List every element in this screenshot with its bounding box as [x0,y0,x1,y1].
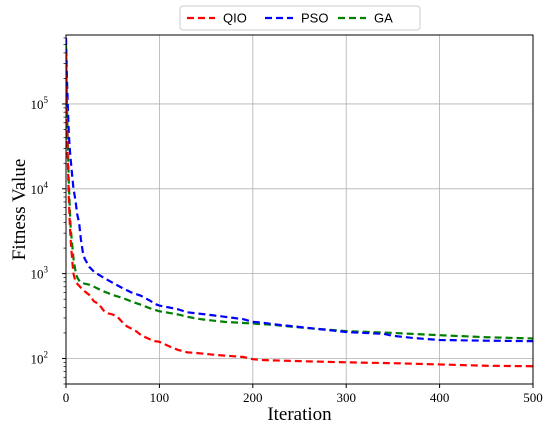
legend-label-pso: PSO [301,11,328,26]
x-tick-label: 100 [150,390,170,405]
legend: QIO PSO GA [179,5,421,31]
plot-frame [65,34,534,385]
legend-box [179,5,421,31]
y-tick-label: 103 [31,265,49,282]
y-tick-label: 104 [31,180,49,197]
y-axis-label: Fitness Value [9,159,30,261]
x-tick-label: 200 [243,390,263,405]
x-axis-ticks: 0 100 200 300 400 500 [63,384,543,405]
y-tick-label: 102 [31,349,49,366]
y-tick-label: 105 [31,95,49,112]
series-line-qio [66,52,533,368]
x-tick-label: 0 [63,390,70,405]
legend-items: QIO PSO GA [187,11,393,26]
x-tick-label: 400 [430,390,450,405]
series-line-pso [66,37,533,343]
series-lines [66,37,533,368]
y-axis-ticks: 102 103 104 105 [31,37,66,385]
x-tick-label: 500 [523,390,543,405]
legend-label-ga: GA [374,11,393,26]
x-axis-label: Iteration [267,404,332,425]
series-line-ga [66,44,533,340]
legend-label-qio: QIO [223,11,247,26]
x-tick-label: 300 [336,390,356,405]
